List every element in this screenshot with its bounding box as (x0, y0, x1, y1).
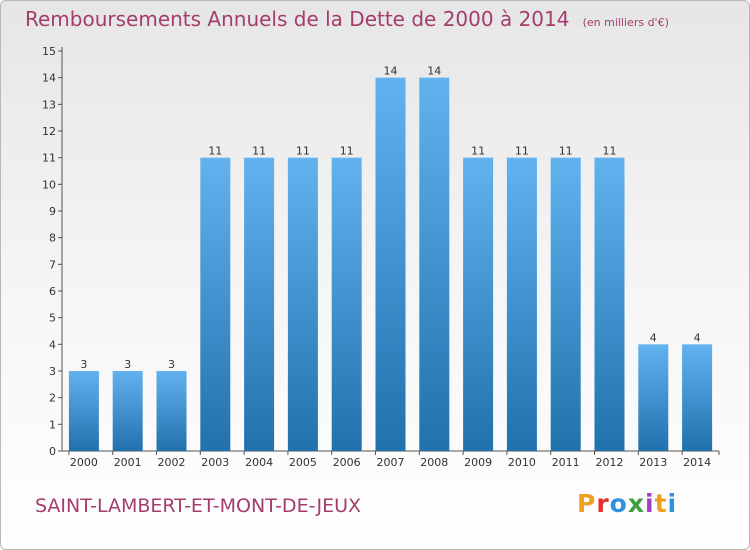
bar (682, 344, 713, 451)
data-label: 14 (427, 65, 441, 78)
proxiti-logo: Proxiti (577, 489, 677, 518)
logo-letter: t (654, 489, 668, 518)
y-tick-label: 11 (42, 152, 56, 165)
y-tick-label: 3 (49, 365, 56, 378)
data-label: 11 (296, 145, 310, 158)
y-tick-label: 15 (42, 45, 56, 58)
x-tick-label: 2008 (420, 456, 448, 469)
data-label: 4 (694, 331, 701, 344)
bar (68, 371, 99, 451)
logo-letter: x (627, 489, 645, 518)
bar (506, 157, 537, 451)
data-label: 11 (515, 145, 529, 158)
bar (331, 157, 362, 451)
x-tick-label: 2006 (333, 456, 361, 469)
x-tick-label: 2012 (596, 456, 624, 469)
logo-letter: o (609, 489, 628, 518)
x-tick-label: 2002 (158, 456, 186, 469)
data-label: 4 (650, 331, 657, 344)
y-tick-label: 14 (42, 72, 56, 85)
y-tick-label: 0 (49, 445, 56, 458)
y-tick-label: 5 (49, 312, 56, 325)
bar (287, 157, 318, 451)
chart-unit: (en milliers d'€) (582, 16, 669, 29)
chart-title: Remboursements Annuels de la Dette de 20… (25, 7, 570, 31)
bar (419, 77, 450, 452)
bar (594, 157, 625, 451)
data-label: 3 (168, 358, 175, 371)
x-tick-label: 2003 (201, 456, 229, 469)
data-label: 11 (559, 145, 573, 158)
x-tick-label: 2014 (683, 456, 711, 469)
x-tick-label: 2007 (377, 456, 405, 469)
x-tick-label: 2005 (289, 456, 317, 469)
data-label: 11 (252, 145, 266, 158)
data-label: 11 (340, 145, 354, 158)
data-label: 14 (384, 65, 398, 78)
bar (112, 371, 143, 451)
x-tick-label: 2011 (552, 456, 580, 469)
bar (375, 77, 406, 452)
bar (550, 157, 581, 451)
y-tick-label: 1 (49, 418, 56, 431)
bar (638, 344, 669, 451)
y-tick-label: 4 (49, 338, 56, 351)
bar (200, 157, 231, 451)
x-tick-label: 2010 (508, 456, 536, 469)
y-tick-label: 10 (42, 178, 56, 191)
y-tick-label: 9 (49, 205, 56, 218)
y-tick-label: 8 (49, 232, 56, 245)
y-tick-label: 7 (49, 258, 56, 271)
x-tick-label: 2009 (464, 456, 492, 469)
logo-letter: i (645, 489, 655, 518)
y-tick-label: 13 (42, 98, 56, 111)
y-tick-label: 2 (49, 392, 56, 405)
x-tick-label: 2000 (70, 456, 98, 469)
logo-letter: i (667, 489, 678, 518)
x-tick-label: 2013 (639, 456, 667, 469)
commune-name: SAINT-LAMBERT-ET-MONT-DE-JEUX (35, 495, 362, 517)
logo-letter: r (596, 489, 610, 518)
bar (463, 157, 494, 451)
title-row: Remboursements Annuels de la Dette de 20… (25, 7, 669, 31)
data-label: 3 (124, 358, 131, 371)
bar (156, 371, 187, 451)
logo-letter: P (577, 489, 597, 518)
x-tick-label: 2004 (245, 456, 273, 469)
data-label: 11 (471, 145, 485, 158)
y-tick-label: 6 (49, 285, 56, 298)
bar (244, 157, 275, 451)
data-label: 3 (80, 358, 87, 371)
data-label: 11 (208, 145, 222, 158)
y-tick-label: 12 (42, 125, 56, 138)
x-tick-label: 2001 (114, 456, 142, 469)
data-label: 11 (603, 145, 617, 158)
